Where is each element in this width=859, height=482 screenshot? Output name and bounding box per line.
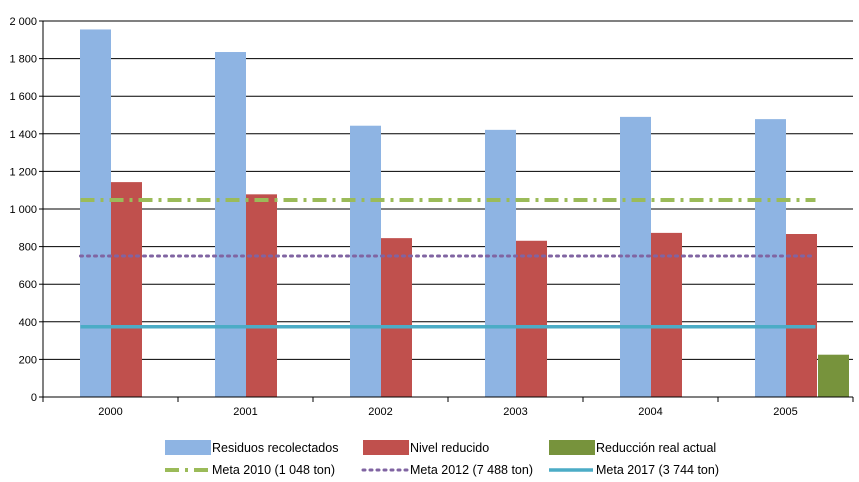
legend-label: Meta 2017 (3 744 ton) <box>596 463 719 477</box>
y-tick-label: 400 <box>19 317 37 329</box>
x-tick-label: 2003 <box>503 406 527 418</box>
reference-lines <box>79 197 817 329</box>
grid-lines <box>43 20 853 360</box>
legend: Residuos recolectados Nivel reducido Reduc… <box>165 440 719 477</box>
y-tick-label: 0 <box>31 392 37 404</box>
bar <box>350 125 381 397</box>
legend-label: Meta 2010 (1 048 ton) <box>212 463 335 477</box>
legend-swatch <box>549 440 595 455</box>
y-tick-label: 2 000 <box>9 16 37 28</box>
y-tick-label: 1 600 <box>9 91 37 103</box>
legend-label: Meta 2012 (7 488 ton) <box>410 463 533 477</box>
bar <box>516 240 547 397</box>
legend-label: Residuos recolectados <box>212 441 338 455</box>
x-axis-tick-labels: 2000 2001 2002 2003 2004 2005 <box>98 406 797 418</box>
legend-swatch <box>363 440 409 455</box>
y-tick-label: 1 000 <box>9 204 37 216</box>
y-tick-label: 1 800 <box>9 54 37 66</box>
bar <box>80 29 111 398</box>
x-tick-label: 2005 <box>773 406 797 418</box>
bar <box>786 234 817 397</box>
bar <box>381 238 412 397</box>
legend-label: Reducción real actual <box>596 441 716 455</box>
y-tick-label: 600 <box>19 279 37 291</box>
y-axis-tick-labels: 0 200 400 600 800 1 000 1 200 1 400 1 600 1 800 2 … <box>9 16 37 404</box>
y-tick-label: 800 <box>19 242 37 254</box>
x-tick-label: 2002 <box>368 406 392 418</box>
axes <box>39 20 854 402</box>
y-tick-label: 1 200 <box>9 166 37 178</box>
x-tick-label: 2001 <box>233 406 257 418</box>
bar <box>485 129 516 398</box>
bar <box>215 52 246 398</box>
bar <box>246 194 277 397</box>
bar <box>111 182 142 397</box>
y-tick-label: 1 400 <box>9 129 37 141</box>
bar <box>755 119 786 398</box>
legend-label: Nivel reducido <box>410 441 489 455</box>
x-tick-label: 2004 <box>638 406 662 418</box>
legend-swatch <box>165 440 211 455</box>
bar <box>818 354 849 397</box>
bar <box>651 232 682 397</box>
y-tick-label: 200 <box>19 354 37 366</box>
x-tick-label: 2000 <box>98 406 122 418</box>
bars <box>80 29 849 398</box>
